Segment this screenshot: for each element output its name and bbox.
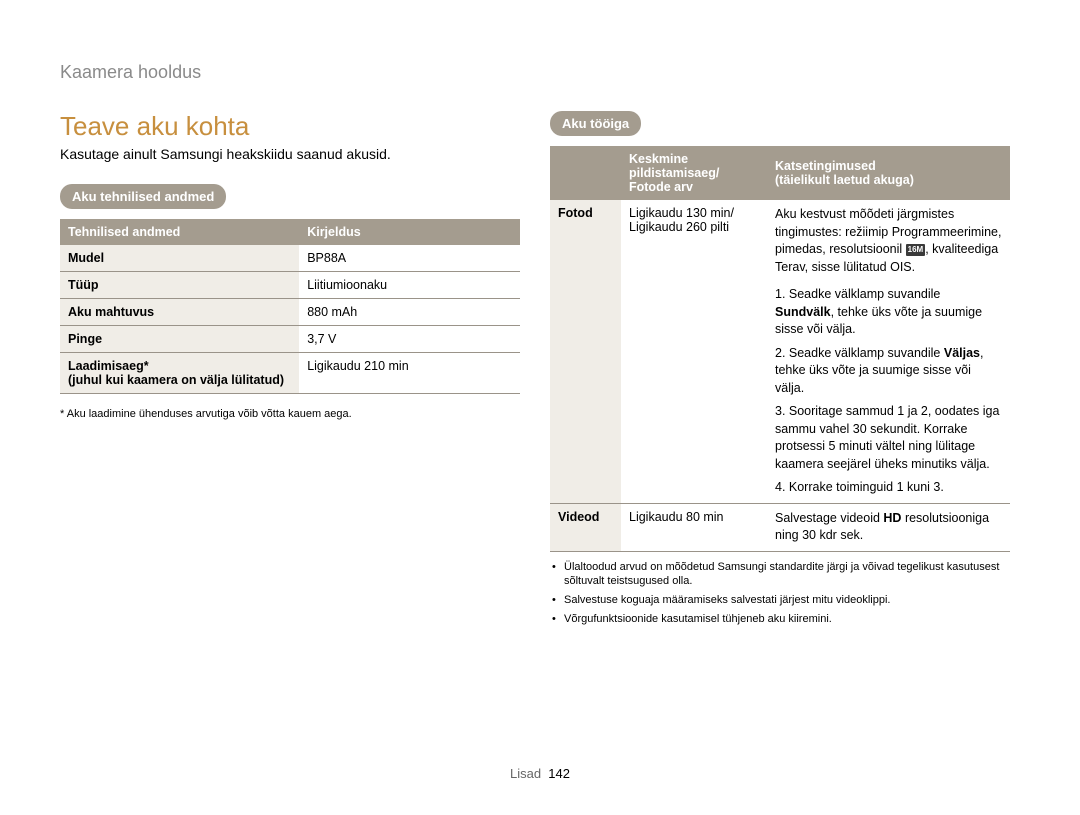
list-item: Salvestuse koguaja määramiseks salvestat… (550, 593, 1010, 608)
intro-text: Kasutage ainult Samsungi heakskiidu saan… (60, 146, 520, 162)
battery-specs-table: Tehnilised andmed Kirjeldus Mudel BP88A … (60, 219, 520, 394)
list-item: Ülaltoodud arvud on mõõdetud Samsungi st… (550, 560, 1010, 590)
page-footer: Lisad 142 (0, 766, 1080, 781)
col-conditions: Katsetingimused (täielikult laetud akuga… (767, 146, 1010, 200)
table-row: Mudel BP88A (60, 245, 520, 272)
spec-val: 880 mAh (299, 299, 520, 326)
spec-key: Tüüp (60, 272, 299, 299)
step-4: 4. Korrake toiminguid 1 kuni 3. (775, 479, 1002, 497)
table-row: Videod Ligikaudu 80 min Salvestage video… (550, 503, 1010, 551)
col-spec-name: Tehnilised andmed (60, 219, 299, 245)
row-label-photos: Fotod (550, 200, 621, 503)
col-avg-time: Keskmine pildistamisaeg/ Fotode arv (621, 146, 767, 200)
resolution-icon: 16M (906, 244, 926, 256)
row-desc-photos: Aku kestvust mõõdeti järgmistes tingimus… (767, 200, 1010, 503)
footnote: * Aku laadimine ühenduses arvutiga võib … (60, 408, 520, 420)
battery-life-table: Keskmine pildistamisaeg/ Fotode arv Kats… (550, 146, 1010, 552)
page: Kaamera hooldus Teave aku kohta Kasutage… (0, 0, 1080, 815)
table-row: Tüüp Liitiumioonaku (60, 272, 520, 299)
row-value-photos: Ligikaudu 130 min/ Ligikaudu 260 pilti (621, 200, 767, 503)
page-number: 142 (548, 766, 570, 781)
spec-val: Liitiumioonaku (299, 272, 520, 299)
footer-label: Lisad (510, 766, 541, 781)
two-column-layout: Teave aku kohta Kasutage ainult Samsungi… (60, 111, 1020, 631)
table-row: Aku mahtuvus 880 mAh (60, 299, 520, 326)
notes-list: Ülaltoodud arvud on mõõdetud Samsungi st… (550, 560, 1010, 627)
spec-val: Ligikaudu 210 min (299, 353, 520, 394)
spec-val: BP88A (299, 245, 520, 272)
list-item: Võrgufunktsioonide kasutamisel tühjeneb … (550, 612, 1010, 627)
section-title: Teave aku kohta (60, 111, 520, 142)
right-column: Aku tööiga Keskmine pildistamisaeg/ Foto… (550, 111, 1010, 631)
step-2: 2. Seadke välklamp suvandile Väljas, teh… (775, 345, 1002, 398)
spec-key: Aku mahtuvus (60, 299, 299, 326)
table-row: Laadimisaeg* (juhul kui kaamera on välja… (60, 353, 520, 394)
col-empty (550, 146, 621, 200)
left-column: Teave aku kohta Kasutage ainult Samsungi… (60, 111, 520, 631)
table-row: Fotod Ligikaudu 130 min/ Ligikaudu 260 p… (550, 200, 1010, 503)
row-label-videos: Videod (550, 503, 621, 551)
row-value-videos: Ligikaudu 80 min (621, 503, 767, 551)
step-1: 1. Seadke välklamp suvandile Sundvälk, t… (775, 286, 1002, 339)
row-desc-videos: Salvestage videoid HD resolutsiooniga ni… (767, 503, 1010, 551)
col-spec-desc: Kirjeldus (299, 219, 520, 245)
spec-key: Mudel (60, 245, 299, 272)
pill-battery-life: Aku tööiga (550, 111, 641, 136)
spec-key: Pinge (60, 326, 299, 353)
table-row: Pinge 3,7 V (60, 326, 520, 353)
spec-key: Laadimisaeg* (juhul kui kaamera on välja… (60, 353, 299, 394)
step-3: 3. Sooritage sammud 1 ja 2, oodates iga … (775, 403, 1002, 473)
conditions-paragraph: Aku kestvust mõõdeti järgmistes tingimus… (775, 206, 1002, 276)
pill-battery-specs: Aku tehnilised andmed (60, 184, 226, 209)
spec-val: 3,7 V (299, 326, 520, 353)
breadcrumb: Kaamera hooldus (60, 62, 1020, 83)
